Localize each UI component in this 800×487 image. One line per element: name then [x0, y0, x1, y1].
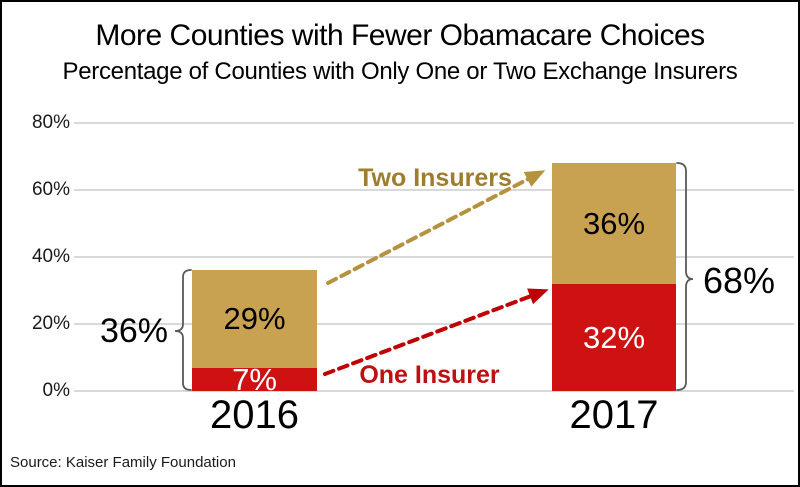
ytick-80: 80% [31, 112, 70, 133]
gridline-0 [74, 390, 794, 392]
chart-subtitle: Percentage of Counties with Only One or … [62, 58, 738, 85]
brace-total-2016 [174, 269, 192, 391]
gridline-40 [74, 256, 794, 258]
segment-value-label: 32% [582, 319, 646, 355]
segment-two-insurers-2017: 36% [552, 163, 676, 284]
total-label-2016: 36% [99, 312, 168, 350]
one-insurer-series-label: One Insurer [359, 361, 500, 389]
bar-2016: 29% 7% [192, 270, 317, 395]
gridline-20 [74, 323, 794, 325]
ytick-20: 20% [31, 313, 70, 334]
two-insurers-series-label: Two Insurers [358, 164, 512, 192]
chart-title: More Counties with Fewer Obamacare Choic… [95, 19, 705, 52]
brace-total-2017 [676, 162, 694, 391]
category-label-2017: 2017 [569, 393, 659, 437]
total-label-2017: 68% [703, 260, 776, 301]
gridline-80 [74, 122, 794, 124]
category-label-2016: 2016 [210, 393, 299, 437]
segment-one-insurer-2017: 32% [552, 283, 676, 391]
segment-value-label: 36% [582, 205, 646, 241]
ytick-60: 60% [31, 179, 70, 200]
ytick-40: 40% [31, 246, 70, 267]
segment-value-label: 7% [232, 361, 277, 397]
bar-2017: 36% 32% [552, 163, 676, 391]
segment-two-insurers-2016: 29% [192, 270, 317, 368]
segment-one-insurer-2016: 7% [192, 364, 317, 395]
ytick-0: 0% [42, 380, 70, 401]
source-note: Source: Kaiser Family Foundation [10, 454, 236, 471]
segment-value-label: 29% [223, 301, 286, 337]
